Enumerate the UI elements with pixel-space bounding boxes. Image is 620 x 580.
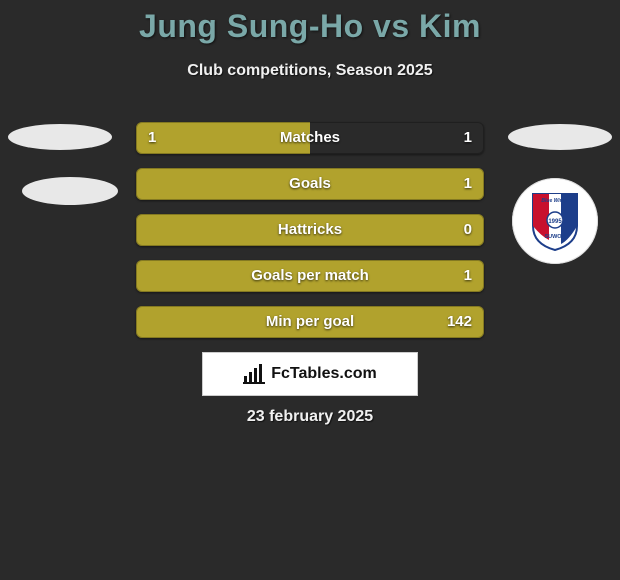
stat-label: Matches (136, 122, 484, 154)
stat-right-value: 1 (464, 122, 472, 154)
bar-chart-icon (243, 364, 265, 384)
stat-label: Goals per match (136, 260, 484, 292)
stat-label: Min per goal (136, 306, 484, 338)
stat-row-min-per-goal: Min per goal 142 (136, 306, 484, 338)
left-player-badge-1 (8, 124, 112, 150)
shield-icon: Blue Wings 1995 SUWON (529, 190, 581, 252)
stat-right-value: 1 (464, 168, 472, 200)
crest-year: 1995 (548, 219, 562, 225)
stat-row-matches: 1 Matches 1 (136, 122, 484, 154)
stat-right-value: 1 (464, 260, 472, 292)
brand-text: FcTables.com (271, 365, 377, 383)
stat-label: Goals (136, 168, 484, 200)
stat-row-goals: Goals 1 (136, 168, 484, 200)
page-title: Jung Sung-Ho vs Kim (0, 8, 620, 45)
stat-row-goals-per-match: Goals per match 1 (136, 260, 484, 292)
stat-row-hattricks: Hattricks 0 (136, 214, 484, 246)
crest-club-name: SUWON (544, 234, 565, 240)
comparison-infographic: { "title": "Jung Sung-Ho vs Kim", "subti… (0, 0, 620, 580)
subtitle: Club competitions, Season 2025 (0, 62, 620, 80)
brand-box[interactable]: FcTables.com (202, 352, 418, 396)
right-player-badge-1 (508, 124, 612, 150)
stat-label: Hattricks (136, 214, 484, 246)
stat-right-value: 0 (464, 214, 472, 246)
crest-text-top: Blue Wings (541, 198, 568, 204)
right-club-crest: Blue Wings 1995 SUWON (512, 178, 598, 264)
date-text: 23 february 2025 (0, 408, 620, 426)
left-player-badge-2 (22, 177, 118, 205)
stat-right-value: 142 (447, 306, 472, 338)
